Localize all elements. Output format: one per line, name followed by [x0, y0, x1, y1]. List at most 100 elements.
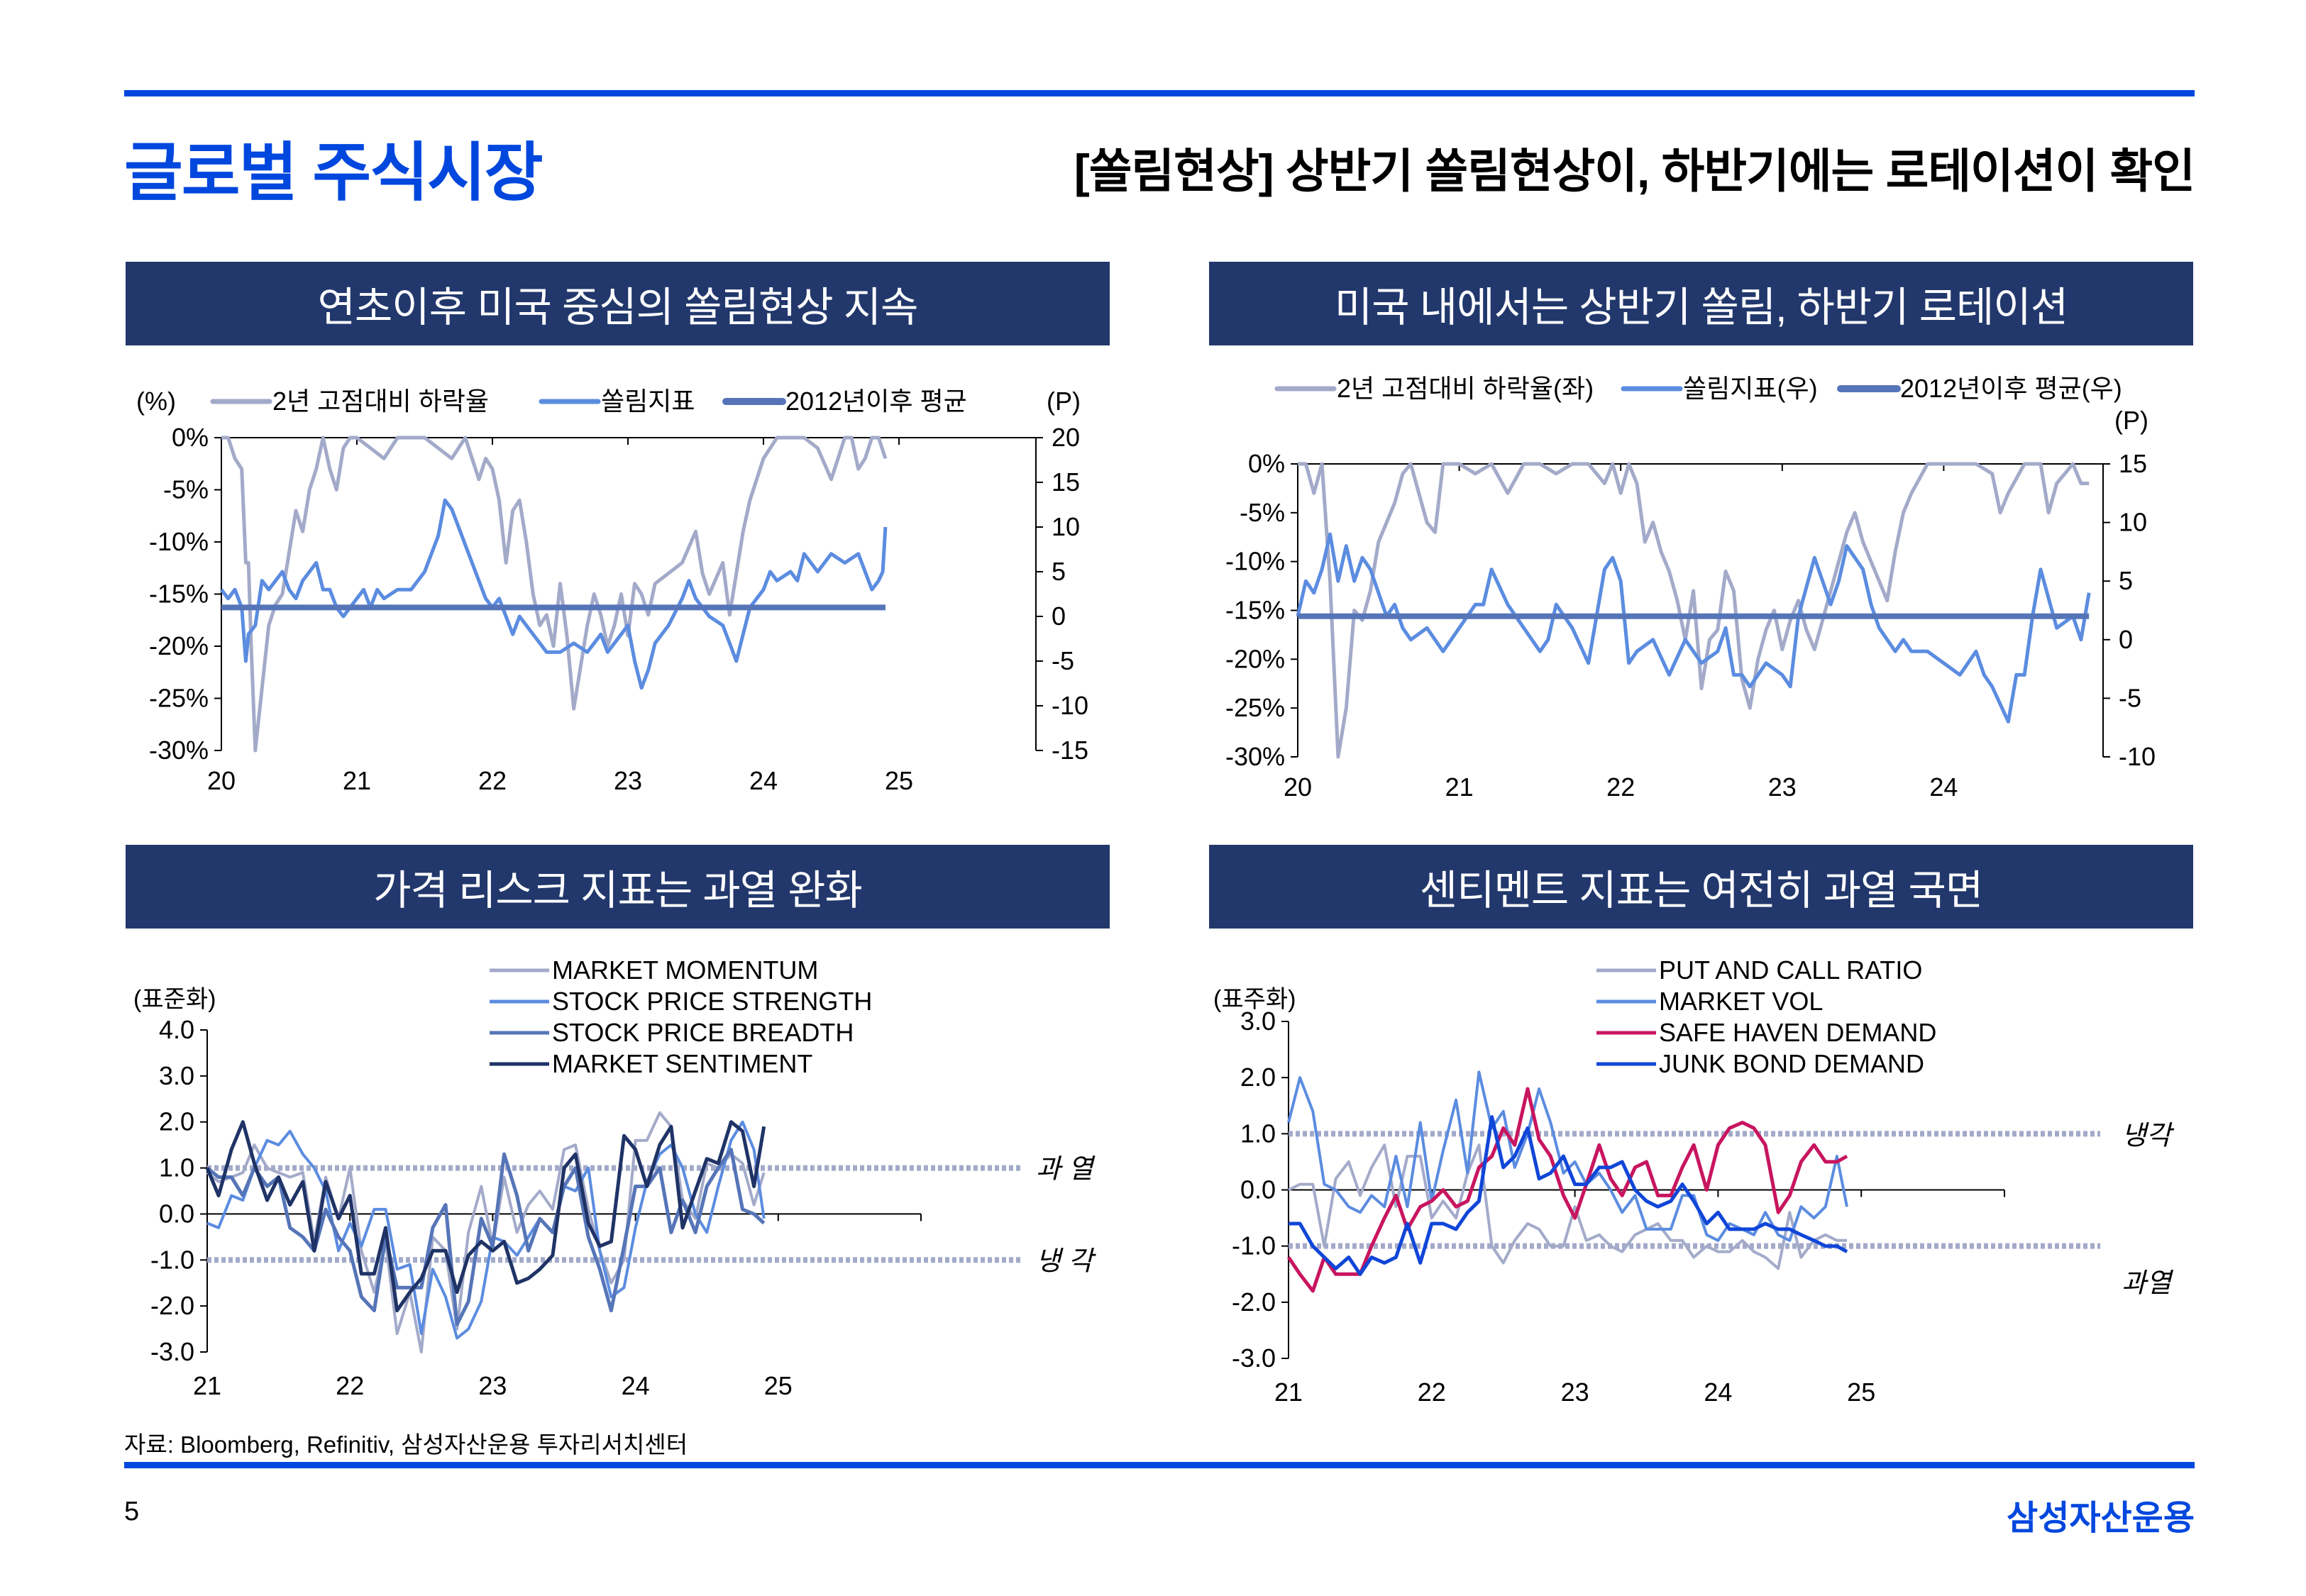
y-tick-label: 1.0: [1240, 1119, 1276, 1148]
y-tick-label: 1.0: [159, 1153, 194, 1182]
y-tick-label: -2.0: [150, 1291, 194, 1320]
x-tick-label: 24: [1929, 772, 1958, 802]
y-tick-label-left: -15%: [1225, 596, 1285, 625]
x-tick-label: 25: [1847, 1378, 1875, 1404]
y-tick-label-left: 0%: [1248, 449, 1285, 478]
threshold-label: 냉각: [2122, 1121, 2175, 1151]
y-tick-label-right: -5: [2119, 683, 2141, 712]
y-tick-label-left: -30%: [149, 736, 209, 765]
y-tick-label-right: 10: [2119, 508, 2147, 537]
threshold-label: 과열: [2122, 1269, 2173, 1299]
legend-label: JUNK BOND DEMAND: [1659, 1049, 1924, 1078]
x-tick-label: 24: [749, 766, 778, 795]
x-tick-label: 25: [885, 766, 913, 795]
legend-label: MARKET MOMENTUM: [552, 955, 818, 985]
y-tick-label: -2.0: [1232, 1287, 1276, 1317]
y-tick-label: 2.0: [1240, 1063, 1276, 1092]
y-tick-label-right: 15: [2119, 449, 2147, 478]
x-tick-label: 22: [478, 766, 507, 795]
page-number: 5: [124, 1497, 140, 1526]
y-tick-label: -3.0: [150, 1337, 194, 1366]
legend-label: MARKET VOL: [1659, 987, 1823, 1016]
footer-rule: [124, 1462, 2195, 1468]
header-rule: [124, 90, 2195, 96]
y-tick-label-left: -15%: [149, 580, 209, 609]
y-tick-label-right: 0: [1052, 602, 1066, 631]
y-tick-label-left: -20%: [1225, 644, 1285, 673]
series-line-4: [1289, 1115, 1848, 1276]
x-tick-label: 23: [478, 1371, 507, 1400]
x-tick-label: 23: [1768, 772, 1797, 802]
series-line-1: [221, 436, 888, 753]
left-unit-label: (%): [136, 387, 176, 416]
page-subtitle: [쏠림현상] 상반기 쏠림현상이, 하반기에는 로테이션이 확인: [1074, 145, 2195, 197]
legend-label: STOCK PRICE BREADTH: [552, 1018, 854, 1047]
x-tick-label: 20: [1284, 772, 1312, 802]
y-tick-label-left: -20%: [149, 631, 209, 660]
legend-label: 쏠림지표: [601, 387, 695, 416]
x-tick-label: 21: [1445, 772, 1474, 802]
x-tick-label: 21: [343, 766, 371, 795]
legend-label: 2012년이후 평균(우): [1900, 374, 2122, 403]
y-tick-label: 4.0: [159, 1015, 194, 1044]
x-tick-label: 23: [1561, 1378, 1589, 1404]
legend-label: MARKET SENTIMENT: [552, 1049, 812, 1078]
y-unit-label: (표주화): [1213, 986, 1296, 1013]
panel-header-2: 미국 내에서는 상반기 쏠림, 하반기 로테이션: [1209, 262, 2193, 345]
y-tick-label-left: -10%: [1225, 547, 1285, 576]
y-tick-label-right: 15: [1052, 467, 1080, 497]
y-tick-label-left: -5%: [1240, 498, 1285, 527]
threshold-label: 냉 각: [1036, 1246, 1097, 1276]
panel-header-3: 가격 리스크 지표는 과열 완화: [126, 845, 1110, 929]
x-tick-label: 25: [764, 1371, 793, 1400]
y-tick-label-left: 0%: [172, 423, 209, 452]
legend-label: 2년 고점대비 하락율(좌): [1337, 374, 1594, 403]
brand-logo: 삼성자산운용: [2007, 1500, 2195, 1537]
x-tick-label: 22: [336, 1371, 364, 1400]
legend-label: 2년 고점대비 하락율: [272, 387, 489, 416]
chart-concentration-global: 0%-5%-10%-15%-20%-25%-30%20151050-5-10-1…: [136, 387, 1088, 795]
y-tick-label: -3.0: [1232, 1343, 1276, 1373]
y-tick-label: 3.0: [1240, 1007, 1276, 1036]
x-tick-label: 21: [193, 1371, 221, 1400]
x-tick-label: 20: [207, 766, 236, 795]
chart-price-risk: 4.0 3.0 2.0 1.0 0.0 -1.0 -2.0 -3.0 21 22 23 24 25 과 열…: [133, 955, 1097, 1400]
panel-header-1: 연초이후 미국 중심의 쏠림현상 지속: [126, 262, 1110, 345]
page-title: 글로벌 주식시장: [124, 138, 544, 209]
y-tick-label: 3.0: [159, 1061, 194, 1090]
y-tick-label-right: 5: [1052, 557, 1066, 586]
series-line-2: [220, 498, 888, 690]
y-tick-label: 2.0: [159, 1107, 194, 1136]
y-tick-label-left: -25%: [1225, 693, 1285, 722]
y-unit-label: (표준화): [133, 986, 216, 1013]
y-tick-label-left: -5%: [163, 475, 209, 504]
y-tick-label-right: 20: [1052, 423, 1080, 452]
legend-label: SAFE HAVEN DEMAND: [1659, 1018, 1936, 1047]
series-line-3: [206, 1148, 766, 1326]
y-tick-label-right: -10: [1052, 691, 1088, 720]
y-tick-label: -1.0: [150, 1245, 194, 1274]
x-tick-label: 22: [1606, 772, 1635, 802]
y-tick-label: 0.0: [1240, 1175, 1276, 1204]
y-tick-label-left: -10%: [149, 527, 209, 556]
chart-concentration-us: 0% -5% -10% -15% -20% -25% -30% 15 10 5 0 -5 -10 20 21…: [1225, 374, 2156, 802]
series-line-1: [1288, 1143, 1847, 1270]
series-line-2: [1287, 1070, 1848, 1242]
x-tick-label: 23: [614, 766, 642, 795]
y-tick-label-right: -15: [1052, 736, 1088, 765]
y-tick-label-right: 10: [1052, 512, 1080, 541]
threshold-label: 과 열: [1036, 1155, 1096, 1185]
legend-label: 쏠림지표(우): [1683, 374, 1818, 403]
y-tick-label-right: -10: [2119, 742, 2156, 771]
y-tick-label-left: -30%: [1225, 742, 1285, 771]
series-line-2: [1296, 532, 2091, 724]
right-unit-label: (P): [2114, 406, 2148, 435]
y-tick-label: 0.0: [159, 1199, 194, 1228]
y-tick-label-right: 0: [2119, 625, 2133, 654]
y-tick-label-left: -25%: [149, 684, 209, 713]
series-line-3: [1286, 1087, 1848, 1293]
y-tick-label-right: 5: [2119, 566, 2133, 595]
legend-label: PUT AND CALL RATIO: [1659, 955, 1922, 985]
source-note: 자료: Bloomberg, Refinitiv, 삼성자산운용 투자리서치센터: [124, 1431, 688, 1458]
